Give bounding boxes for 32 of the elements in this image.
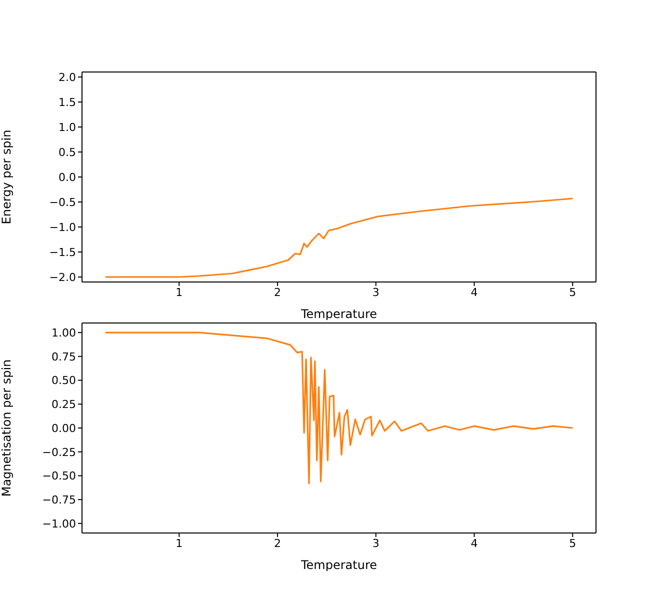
y-tick-label: 0.25 bbox=[52, 398, 76, 412]
y-axis-title: Magnetisation per spin bbox=[0, 359, 14, 497]
x-tick-label: 1 bbox=[176, 536, 183, 550]
y-tick-label: −0.5 bbox=[49, 196, 76, 209]
y-tick-label: −0.75 bbox=[42, 493, 76, 506]
y-tick-label: 1.00 bbox=[52, 326, 76, 340]
y-tick-label: 0.5 bbox=[58, 146, 76, 159]
y-tick-label: −0.25 bbox=[42, 446, 76, 459]
y-tick-label: −0.50 bbox=[42, 470, 76, 483]
line-series bbox=[104, 332, 574, 484]
y-axis-title: Energy per spin bbox=[0, 130, 14, 224]
x-tick-label: 2 bbox=[274, 536, 282, 550]
x-tick-label: 4 bbox=[470, 286, 478, 299]
line-series bbox=[104, 198, 574, 278]
y-tick-label: 1.0 bbox=[58, 120, 76, 134]
y-tick-label: −1.0 bbox=[49, 220, 76, 234]
y-tick-label: 0.50 bbox=[52, 374, 76, 388]
x-tick-label: 2 bbox=[274, 286, 282, 299]
y-tick-label: 0.00 bbox=[52, 422, 76, 435]
x-tick-label: 4 bbox=[470, 536, 478, 550]
y-tick-label: −1.5 bbox=[49, 246, 76, 259]
y-tick-label: 1.5 bbox=[58, 96, 76, 109]
y-tick-label: −1.00 bbox=[42, 517, 76, 530]
x-tick-label: 5 bbox=[569, 286, 576, 299]
x-tick-label: 1 bbox=[176, 286, 183, 299]
x-tick-label: 5 bbox=[569, 536, 576, 550]
y-tick-label: 0.75 bbox=[52, 350, 76, 364]
y-tick-label: 0.0 bbox=[58, 170, 76, 184]
x-tick-label: 3 bbox=[372, 286, 380, 299]
y-tick-label: −2.0 bbox=[49, 270, 76, 284]
x-tick-label: 3 bbox=[372, 536, 380, 550]
y-tick-label: 2.0 bbox=[58, 70, 76, 84]
